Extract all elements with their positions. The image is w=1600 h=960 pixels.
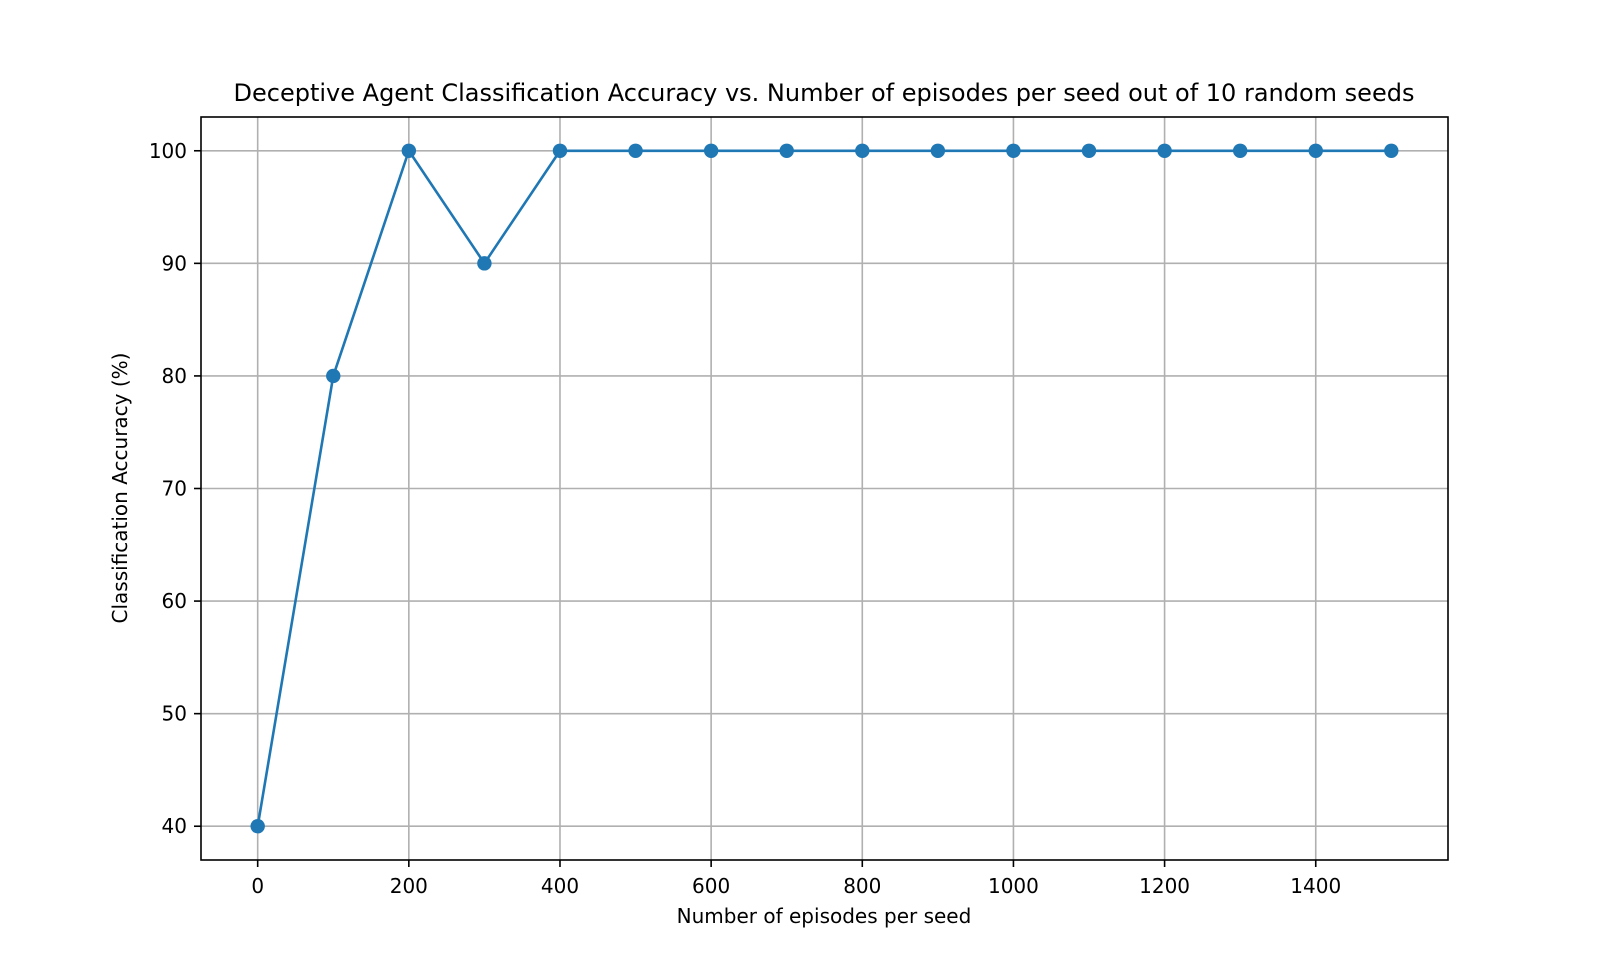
data-point [552, 143, 568, 158]
y-tick-label: 80 [162, 364, 187, 388]
y-tick-label: 90 [162, 251, 187, 275]
data-point [703, 143, 719, 158]
data-point [401, 143, 417, 158]
y-tick-label: 70 [162, 477, 187, 501]
data-point [1006, 143, 1021, 158]
x-axis-label: Number of episodes per seed [677, 904, 972, 928]
grid [201, 117, 1448, 860]
data-point [1081, 143, 1097, 158]
series-line [256, 149, 1393, 828]
data-point [1308, 143, 1323, 158]
x-tick-label: 0 [251, 874, 264, 898]
x-tick-label: 1400 [1290, 874, 1341, 898]
tick-layer: 0 200 400 600 800 1000 1200 1400 40 50 60 70 80 90 100 [149, 139, 1341, 898]
x-tick-label: 800 [843, 874, 881, 898]
x-tick-label: 600 [692, 874, 730, 898]
x-tick-label: 400 [541, 874, 579, 898]
data-point [326, 368, 341, 384]
data-point [855, 143, 870, 158]
y-tick-label: 50 [162, 702, 187, 726]
data-point [930, 143, 946, 158]
data-point [1232, 143, 1248, 158]
chart-title: Deceptive Agent Classification Accuracy … [234, 79, 1415, 107]
data-point [628, 143, 643, 158]
data-point [1384, 143, 1399, 158]
x-tick-label: 200 [390, 874, 428, 898]
x-tick-label: 1000 [988, 874, 1039, 898]
data-point [250, 819, 265, 834]
data-point [779, 143, 794, 158]
data-point [1157, 143, 1172, 158]
x-tick-label: 1200 [1139, 874, 1190, 898]
y-tick-label: 40 [162, 814, 187, 838]
data-point [477, 256, 492, 271]
y-axis-label: Classification Accuracy (%) [108, 353, 132, 624]
y-tick-label: 100 [149, 139, 187, 163]
y-tick-label: 60 [162, 589, 187, 613]
series-layer [250, 143, 1399, 834]
